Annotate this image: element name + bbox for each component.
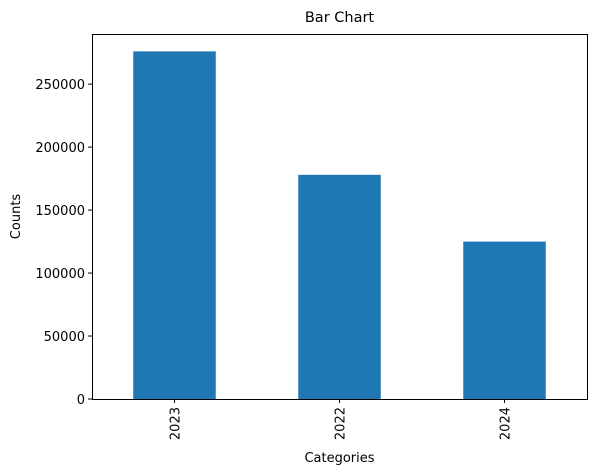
bar-2023 bbox=[133, 51, 216, 399]
y-axis-label: Counts bbox=[9, 194, 24, 240]
x-axis-ticks: 2023 2022 2024 bbox=[169, 399, 514, 440]
bar-2022 bbox=[298, 174, 381, 399]
x-tick-label: 2023 bbox=[169, 407, 184, 440]
bars-group bbox=[133, 51, 546, 399]
y-tick-label: 200000 bbox=[35, 141, 85, 156]
chart-title: Bar Chart bbox=[305, 10, 375, 26]
y-tick-label: 0 bbox=[77, 393, 85, 408]
y-tick-label: 100000 bbox=[35, 267, 85, 282]
y-tick-label: 250000 bbox=[35, 78, 85, 93]
bar-2024 bbox=[463, 241, 546, 399]
x-tick-label: 2022 bbox=[334, 407, 349, 440]
plot-area-frame bbox=[92, 34, 588, 400]
x-axis-label: Categories bbox=[304, 451, 374, 466]
y-tick-label: 50000 bbox=[44, 330, 85, 345]
y-axis-ticks: 0 50000 100000 150000 200000 250000 bbox=[35, 78, 92, 408]
y-tick-label: 150000 bbox=[35, 204, 85, 219]
x-tick-label: 2024 bbox=[499, 407, 514, 440]
